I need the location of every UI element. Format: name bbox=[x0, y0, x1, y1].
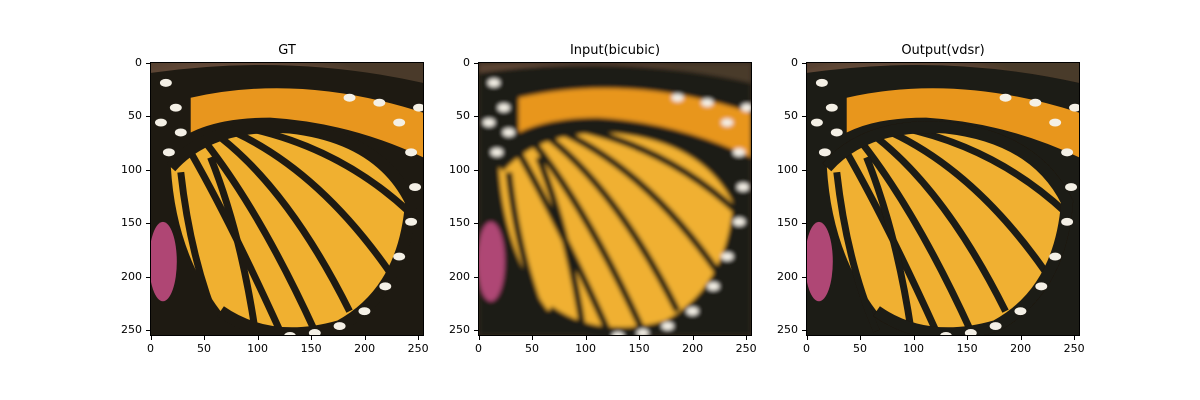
x-tick-mark bbox=[913, 336, 915, 340]
x-tick-label: 200 bbox=[682, 342, 704, 355]
y-tick-mark bbox=[802, 116, 806, 118]
y-tick-mark bbox=[802, 223, 806, 225]
x-tick-mark bbox=[418, 336, 420, 340]
panel-title: Input(bicubic) bbox=[569, 43, 661, 58]
x-tick-label: 250 bbox=[407, 342, 429, 355]
x-tick-mark bbox=[311, 336, 313, 340]
x-tick-label: 0 bbox=[803, 342, 811, 355]
x-tick-mark bbox=[967, 336, 969, 340]
x-tick-mark bbox=[150, 336, 152, 340]
y-tick-mark bbox=[146, 169, 150, 171]
x-tick-label: 150 bbox=[628, 342, 650, 355]
x-tick-mark bbox=[639, 336, 641, 340]
x-tick-mark bbox=[1074, 336, 1076, 340]
y-tick-label: 200 bbox=[777, 269, 798, 283]
x-tick-mark bbox=[364, 336, 366, 340]
x-tick-label: 50 bbox=[197, 342, 212, 355]
y-tick-label: 200 bbox=[449, 269, 470, 283]
y-tick-mark bbox=[802, 62, 806, 64]
x-tick-label: 100 bbox=[575, 342, 597, 355]
y-tick-mark bbox=[802, 330, 806, 332]
x-tick-label: 0 bbox=[475, 342, 483, 355]
y-tick-label: 150 bbox=[777, 216, 798, 230]
y-tick-label: 50 bbox=[456, 109, 470, 123]
x-tick-mark bbox=[257, 336, 259, 340]
y-tick-label: 250 bbox=[121, 323, 142, 337]
y-tick-label: 100 bbox=[121, 162, 142, 176]
y-tick-mark bbox=[146, 223, 150, 225]
x-tick-mark bbox=[478, 336, 480, 340]
x-tick-label: 50 bbox=[853, 342, 868, 355]
y-tick-mark bbox=[474, 169, 478, 171]
x-tick-label: 100 bbox=[247, 342, 269, 355]
y-tick-label: 150 bbox=[449, 216, 470, 230]
y-tick-mark bbox=[146, 276, 150, 278]
butterfly-image bbox=[478, 62, 752, 336]
y-tick-label: 0 bbox=[463, 55, 470, 69]
x-tick-mark bbox=[692, 336, 694, 340]
y-tick-label: 250 bbox=[449, 323, 470, 337]
image-panel-3: Output(vdsr) 0 50 100 150 200 250 0 50 100 150 200… bbox=[777, 30, 1085, 370]
y-tick-label: 50 bbox=[128, 109, 142, 123]
y-tick-label: 50 bbox=[784, 109, 798, 123]
x-tick-mark bbox=[585, 336, 587, 340]
y-tick-mark bbox=[474, 223, 478, 225]
y-tick-mark bbox=[146, 62, 150, 64]
y-tick-mark bbox=[474, 330, 478, 332]
y-tick-label: 100 bbox=[777, 162, 798, 176]
x-tick-mark bbox=[532, 336, 534, 340]
x-tick-label: 200 bbox=[354, 342, 376, 355]
y-tick-mark bbox=[474, 116, 478, 118]
x-tick-label: 50 bbox=[525, 342, 540, 355]
y-tick-label: 250 bbox=[777, 323, 798, 337]
y-tick-mark bbox=[474, 276, 478, 278]
y-tick-mark bbox=[146, 116, 150, 118]
x-tick-label: 0 bbox=[147, 342, 155, 355]
y-tick-label: 200 bbox=[121, 269, 142, 283]
x-tick-label: 200 bbox=[1010, 342, 1032, 355]
y-tick-label: 0 bbox=[791, 55, 798, 69]
image-panel-1: GT 0 50 100 150 200 250 0 50 100 150 200 250 bbox=[121, 30, 429, 370]
y-tick-mark bbox=[802, 276, 806, 278]
x-tick-mark bbox=[806, 336, 808, 340]
x-tick-mark bbox=[746, 336, 748, 340]
x-tick-label: 150 bbox=[956, 342, 978, 355]
x-tick-mark bbox=[204, 336, 206, 340]
x-tick-label: 100 bbox=[903, 342, 925, 355]
x-tick-label: 250 bbox=[735, 342, 757, 355]
butterfly-image bbox=[806, 62, 1080, 336]
x-tick-mark bbox=[860, 336, 862, 340]
butterfly-image bbox=[150, 62, 424, 336]
y-tick-label: 100 bbox=[449, 162, 470, 176]
image-panel-2: Input(bicubic) 0 50 100 150 200 250 0 50 100 150 2… bbox=[449, 30, 757, 370]
y-tick-mark bbox=[146, 330, 150, 332]
x-tick-mark bbox=[1020, 336, 1022, 340]
x-tick-label: 250 bbox=[1063, 342, 1085, 355]
y-tick-label: 150 bbox=[121, 216, 142, 230]
y-tick-mark bbox=[474, 62, 478, 64]
panel-title: Output(vdsr) bbox=[901, 43, 985, 58]
y-tick-label: 0 bbox=[135, 55, 142, 69]
y-tick-mark bbox=[802, 169, 806, 171]
x-tick-label: 150 bbox=[300, 342, 322, 355]
panel-title: GT bbox=[278, 43, 296, 58]
